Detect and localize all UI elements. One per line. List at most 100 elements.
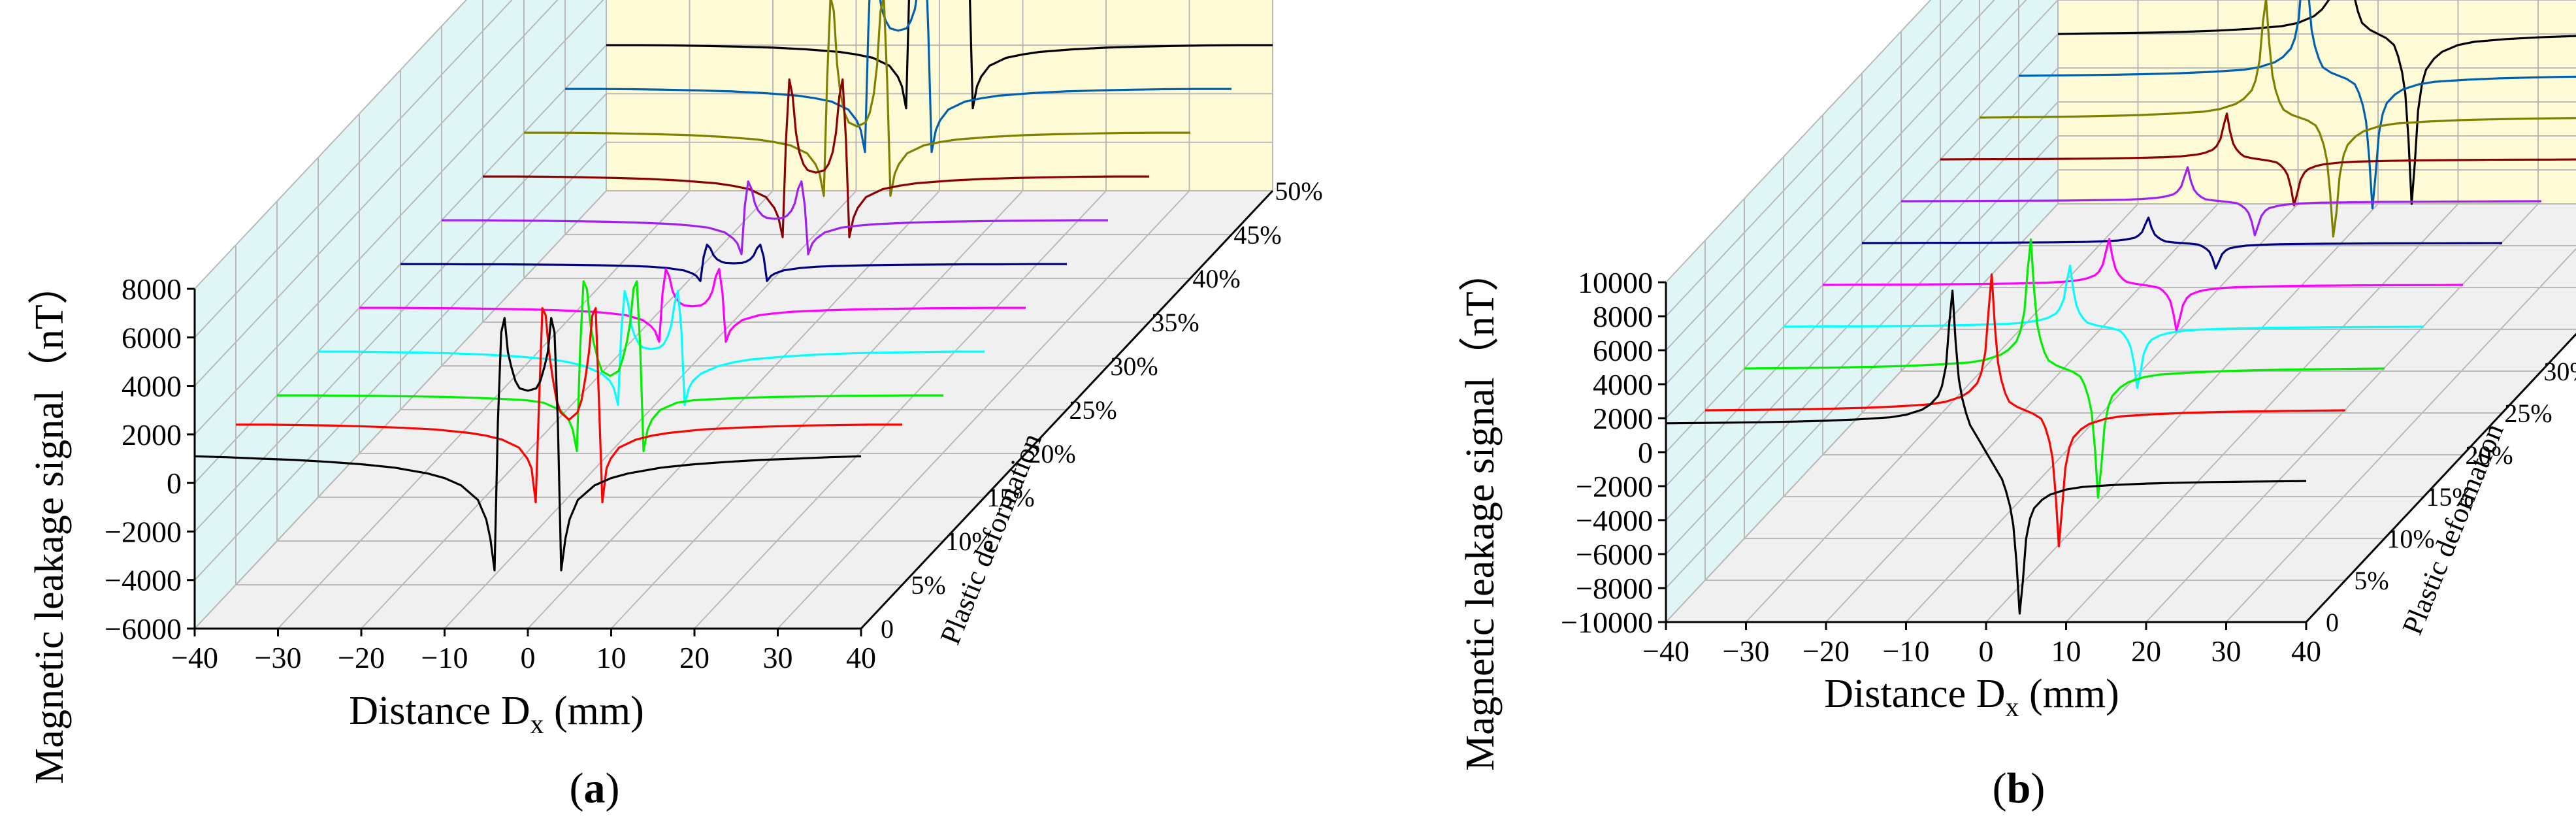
gridline-y	[194, 0, 559, 387]
z-tick-label: 5%	[911, 570, 945, 600]
series-line-0	[1665, 289, 2307, 615]
z-tick-label: 25%	[1069, 395, 1117, 425]
panel-a-x-axis-title: Distance Dx (mm)	[349, 689, 644, 740]
x-tick-label: −40	[171, 641, 218, 674]
panel-b-tag: (b)	[1993, 764, 2046, 812]
z-tick-label: 50%	[1275, 176, 1322, 206]
y-tick-label: −2000	[1576, 470, 1653, 503]
x-tick-label: −10	[1883, 634, 1930, 668]
x-tick-label: −30	[255, 641, 302, 674]
y-tick-label: −6000	[1576, 538, 1653, 571]
series-line-45pct	[2018, 0, 2576, 210]
series-line-5pct	[236, 307, 902, 504]
panel-b-3d-chart: −40 −30 −20 −10 0 10 20 30 40 −10000−8000−6000−40…	[1561, 0, 2576, 668]
z-tick-label: 35%	[1151, 308, 1199, 337]
gridline-y	[1665, 0, 2027, 385]
gridline-z	[1861, 73, 2502, 414]
x-tick-label: −20	[338, 641, 385, 674]
x-tick-label: 30	[763, 641, 793, 674]
x-tick-label: −30	[1723, 634, 1770, 668]
z-axis-line	[2305, 333, 2576, 623]
y-tick-label: 8000	[1593, 300, 1653, 333]
gridline-z	[606, 0, 1273, 191]
z-tick-label: 15%	[2426, 482, 2473, 512]
y-tick-label: 6000	[122, 321, 182, 354]
x-tick-label: 40	[846, 641, 876, 674]
y-tick-label: −10000	[1561, 606, 1653, 639]
z-tick-label: 20%	[2465, 440, 2513, 470]
y-tick-label: −8000	[1576, 572, 1653, 605]
gridline-y	[194, 0, 513, 338]
series-line-15pct	[318, 289, 985, 406]
gridline-z	[1704, 240, 2345, 581]
y-tick-label: 4000	[122, 370, 182, 403]
gridline-z	[1900, 31, 2541, 372]
panel-a-tag: (a)	[570, 764, 620, 812]
y-tick-label: 10000	[1578, 266, 1653, 299]
z-tick-label: 20%	[1028, 439, 1075, 469]
series-line-0	[194, 317, 862, 572]
gridline-z	[482, 0, 1149, 323]
gridline-z	[523, 0, 1190, 279]
y-tick-label: 2000	[1593, 402, 1653, 435]
x-tick-label: 0	[1979, 634, 1994, 668]
z-tick-label: 25%	[2504, 399, 2552, 428]
series-line-25pct	[400, 243, 1067, 282]
z-tick-label: 30%	[1110, 352, 1158, 381]
x-tick-label: 40	[2291, 634, 2321, 668]
y-tick-label: 0	[1638, 436, 1653, 469]
series-line-15pct	[1783, 264, 2424, 389]
z-tick-label: 45%	[1233, 220, 1281, 250]
gridline-y	[194, 0, 467, 289]
z-tick-label: 10%	[945, 527, 993, 556]
series-line-20pct	[359, 268, 1026, 343]
series-line-20pct	[1822, 238, 2464, 332]
gridline-z	[564, 0, 1231, 235]
y-tick-label: 0	[167, 467, 182, 500]
y-tick-label: 8000	[122, 272, 182, 306]
x-tick-label: −40	[1642, 634, 1689, 668]
panel-a-3d-chart: −40 −30 −20 −10 0 10 20 30 40 −6000 −4000 −2000 0 200…	[105, 0, 1323, 674]
z-tick-label: 5%	[2354, 566, 2389, 595]
series-line-35pct	[483, 78, 1149, 238]
series-line-25pct	[1861, 216, 2503, 270]
series-line-30pct	[442, 180, 1108, 255]
z-axis-line	[860, 189, 1274, 630]
panel-b-y-axis-title: Magnetic leakage signal（nT）	[1458, 251, 1503, 770]
series-line-10pct	[277, 280, 943, 453]
x-tick-label: −20	[1802, 634, 1850, 668]
series-line-10pct	[1744, 238, 2385, 499]
z-tick-label: 40%	[1192, 264, 1240, 293]
panel-a-y-axis-title: Magnetic leakage signal（nT）	[27, 264, 72, 783]
z-tick-label: 10%	[2387, 524, 2434, 553]
series-layer	[1665, 0, 2576, 615]
gridline-y	[1665, 0, 1995, 351]
gridline-y	[1665, 0, 1932, 283]
gridline-x	[2225, 248, 2576, 623]
gridline-z	[359, 114, 1026, 454]
gridline-z	[1822, 115, 2463, 455]
gridline-z	[276, 201, 943, 542]
series-line-30pct	[1900, 166, 2542, 237]
z-tick-label: 30%	[2543, 357, 2576, 386]
gridline-y	[1665, 0, 2576, 419]
gridline-z	[1940, 0, 2576, 330]
gridline-z	[1783, 157, 2424, 497]
gridline-z	[2018, 0, 2576, 246]
gridline-y	[194, 0, 604, 435]
grid-lines	[194, 0, 1273, 629]
gridline-z	[441, 26, 1108, 367]
series-line-40pct	[524, 0, 1190, 197]
gridline-z	[2057, 0, 2576, 205]
gridline-z	[235, 245, 902, 585]
series-line-5pct	[1704, 273, 2346, 548]
x-tick-label: 10	[2051, 634, 2081, 668]
series-line-35pct	[1940, 112, 2576, 206]
gridline-z	[1744, 199, 2385, 539]
y-tick-label: −4000	[105, 564, 182, 597]
x-tick-label: 0	[521, 641, 536, 674]
z-tick-label: 0	[881, 614, 894, 644]
series-line-40pct	[1979, 0, 2576, 238]
gridline-y	[1665, 0, 1964, 317]
